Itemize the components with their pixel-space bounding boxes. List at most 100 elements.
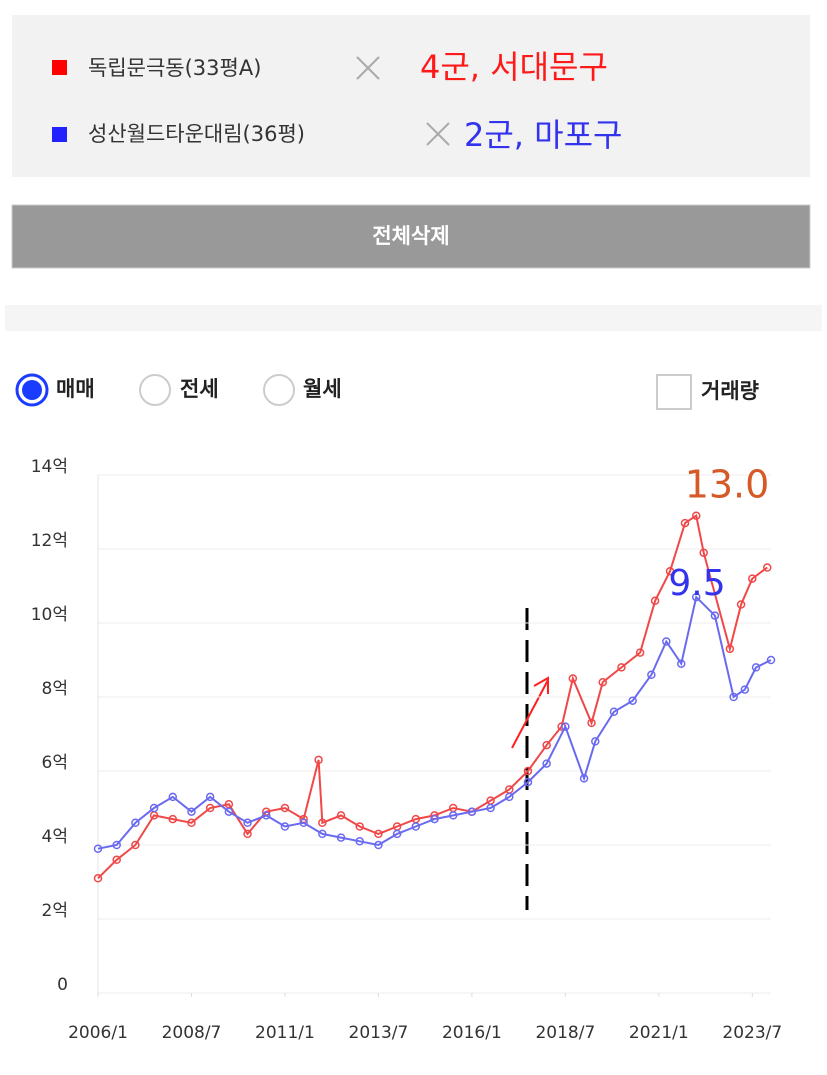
point	[635, 648, 645, 657]
checkbox-label[interactable]: 거래량	[701, 379, 759, 403]
point	[665, 566, 675, 576]
radio-label[interactable]: 매매	[56, 377, 95, 401]
point	[430, 814, 439, 824]
point	[647, 670, 656, 680]
point	[691, 511, 701, 520]
point	[374, 829, 383, 839]
point	[262, 811, 271, 820]
point	[729, 692, 738, 702]
point	[650, 596, 660, 606]
legend-swatch	[52, 60, 67, 75]
point	[374, 840, 383, 850]
point	[243, 818, 252, 828]
point	[725, 644, 735, 654]
point	[628, 696, 637, 705]
point	[609, 707, 619, 717]
point	[736, 600, 746, 609]
x-tick-label: 2023/7	[722, 1023, 782, 1043]
y-tick-label: 2억	[42, 901, 68, 921]
point	[224, 807, 234, 816]
point	[280, 822, 290, 831]
y-tick-label: 10억	[31, 605, 68, 625]
point	[336, 833, 346, 842]
delete-all-button[interactable]: 전체삭제	[11, 204, 811, 269]
point	[149, 803, 159, 813]
point	[677, 659, 686, 668]
point	[523, 766, 533, 776]
y-tick-label: 14억	[31, 457, 68, 477]
point	[205, 803, 215, 813]
x-tick-label: 2013/7	[349, 1023, 409, 1043]
point	[763, 563, 772, 572]
point	[617, 663, 626, 672]
checkbox[interactable]	[656, 374, 692, 410]
point	[751, 663, 761, 672]
point	[131, 840, 140, 850]
arrow	[511, 676, 549, 749]
point	[187, 818, 196, 828]
point	[766, 655, 776, 665]
point	[314, 755, 323, 765]
point	[587, 718, 596, 728]
point	[112, 840, 121, 850]
point	[542, 740, 551, 750]
x-tick-label: 2008/7	[162, 1023, 222, 1043]
point	[448, 811, 458, 820]
item-note: 2군, 마포구	[464, 116, 622, 154]
point	[243, 829, 252, 839]
legend-swatch	[52, 127, 67, 142]
point	[710, 611, 720, 620]
y-tick-label: 8억	[42, 679, 68, 699]
point	[748, 574, 757, 583]
point	[561, 722, 570, 731]
point	[691, 592, 701, 602]
point	[168, 814, 178, 824]
divider	[5, 305, 822, 331]
y-tick-label: 0	[57, 975, 68, 995]
point	[392, 829, 402, 839]
radio-label[interactable]: 전세	[180, 377, 219, 401]
point	[280, 803, 290, 813]
item-name: 성산월드타운대림(36평)	[88, 122, 305, 146]
point	[318, 818, 327, 828]
item-name: 독립문극동(33평A)	[88, 56, 261, 80]
series-line	[97, 595, 772, 850]
item-note: 4군, 서대문구	[420, 48, 608, 86]
point	[411, 822, 421, 831]
point	[568, 674, 578, 683]
radio-label[interactable]: 월세	[303, 377, 342, 401]
point	[699, 548, 708, 557]
point	[591, 737, 600, 746]
point	[579, 774, 589, 783]
point	[318, 829, 327, 839]
y-tick-label: 4억	[42, 827, 68, 847]
point	[205, 792, 215, 802]
point	[187, 807, 196, 816]
radio-dot	[22, 380, 42, 400]
point	[523, 777, 533, 787]
point	[505, 792, 514, 802]
point	[336, 811, 346, 820]
remove-icon[interactable]	[426, 122, 450, 146]
point	[299, 818, 308, 828]
x-tick-label: 2021/1	[629, 1023, 689, 1043]
point	[467, 807, 477, 816]
point	[112, 855, 121, 865]
x-tick-label: 2011/1	[255, 1023, 315, 1043]
point	[93, 874, 103, 883]
y-tick-label: 6억	[42, 753, 68, 773]
point	[355, 837, 364, 846]
point	[662, 637, 671, 646]
x-tick-label: 2018/7	[535, 1023, 595, 1043]
point	[598, 677, 607, 687]
remove-icon[interactable]	[356, 56, 380, 80]
radio[interactable]	[139, 374, 171, 406]
point	[542, 759, 551, 768]
point	[131, 818, 140, 828]
button-label[interactable]: 전체삭제	[372, 224, 449, 248]
radio[interactable]	[263, 374, 295, 406]
y-tick-label: 12억	[31, 531, 68, 551]
compare-box	[12, 15, 810, 177]
